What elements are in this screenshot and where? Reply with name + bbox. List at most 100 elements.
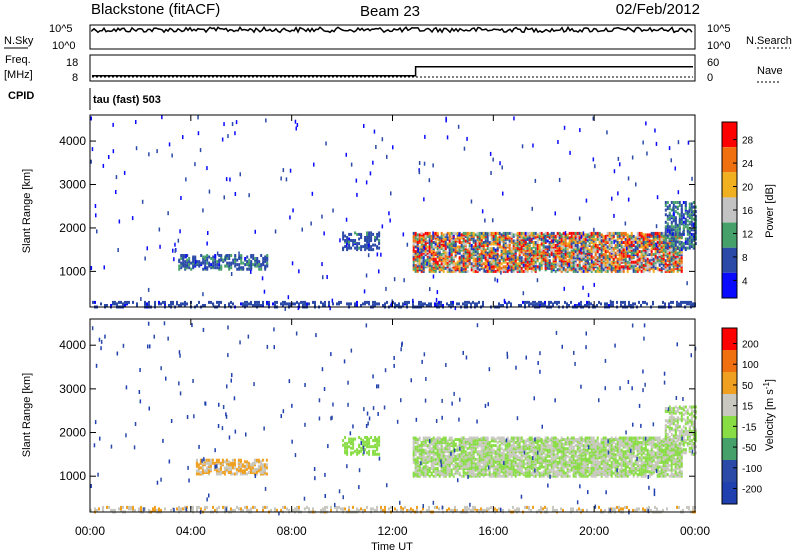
data-pixel [562,242,565,246]
data-pixel [442,269,445,273]
data-pixel [560,242,563,246]
data-pixel [554,300,556,304]
data-pixel [446,236,449,240]
data-pixel [626,265,629,269]
data-pixel [594,239,597,243]
data-pixel [370,436,373,439]
data-pixel [536,237,539,241]
data-pixel [368,449,371,453]
data-pixel [434,447,437,451]
data-pixel [664,269,667,273]
data-pixel [632,302,634,306]
data-pixel [676,236,679,240]
data-pixel [266,300,268,304]
data-pixel [442,239,445,243]
data-pixel [627,176,630,181]
data-pixel [608,231,611,235]
data-pixel [544,259,547,263]
data-pixel [90,159,92,164]
data-pixel [424,474,427,478]
data-pixel [616,237,619,241]
data-pixel [632,508,634,512]
data-pixel [676,228,679,232]
data-pixel [672,211,675,215]
data-pixel [548,241,551,244]
data-pixel [436,457,439,461]
data-pixel [123,170,126,175]
data-pixel [474,233,477,237]
data-pixel [534,247,537,251]
data-pixel [528,262,531,266]
data-pixel [462,247,465,251]
data-pixel [298,505,300,509]
data-pixel [280,508,282,512]
data-pixel [676,231,679,235]
data-pixel [624,221,627,226]
data-pixel [558,239,561,243]
data-pixel [546,259,549,263]
data-pixel [146,246,148,251]
data-pixel [442,304,444,307]
data-pixel [140,297,142,301]
data-pixel [154,508,156,512]
data-pixel [608,260,611,264]
data-pixel [516,262,519,266]
data-pixel [503,298,506,303]
data-pixel [646,257,649,261]
data-pixel [466,231,469,235]
data-pixel [480,256,483,260]
data-pixel [646,302,648,306]
data-pixel [500,262,503,266]
data-pixel [360,507,362,511]
data-pixel [240,302,242,306]
data-pixel [444,457,447,461]
data-pixel [602,247,605,251]
data-pixel [668,262,671,266]
data-pixel [320,300,322,304]
data-pixel [352,505,354,509]
data-pixel [678,250,681,254]
data-pixel [138,507,140,511]
data-pixel [216,300,218,304]
data-pixel [494,269,497,273]
data-pixel [430,459,433,463]
data-pixel [480,507,482,511]
data-pixel [554,234,557,238]
data-pixel [586,247,589,251]
data-pixel [600,245,603,249]
data-pixel [520,234,523,238]
data-pixel [586,304,588,307]
data-pixel [526,269,529,273]
data-pixel [516,269,519,273]
data-pixel [490,505,492,509]
data-pixel [562,254,565,258]
data-pixel [422,453,425,457]
data-pixel [574,269,577,273]
data-pixel [587,293,590,298]
data-pixel [238,507,240,511]
data-pixel [448,507,450,511]
data-pixel [552,250,555,254]
data-pixel [482,254,485,258]
data-pixel [570,234,573,238]
data-pixel [418,247,421,251]
data-pixel [215,458,218,462]
data-pixel [364,448,367,452]
data-pixel [252,505,254,509]
data-pixel [478,234,481,238]
data-pixel [240,507,242,511]
data-pixel [532,254,535,258]
data-pixel [422,442,425,446]
data-pixel [574,241,577,244]
data-pixel [418,236,421,240]
data-pixel [428,239,431,243]
data-pixel [676,211,679,215]
data-pixel [648,259,651,263]
data-pixel [544,247,547,251]
data-pixel [438,269,441,273]
data-pixel [452,448,455,452]
data-pixel [536,250,539,254]
data-pixel [210,257,213,260]
data-pixel [346,246,349,250]
data-pixel [366,243,369,247]
